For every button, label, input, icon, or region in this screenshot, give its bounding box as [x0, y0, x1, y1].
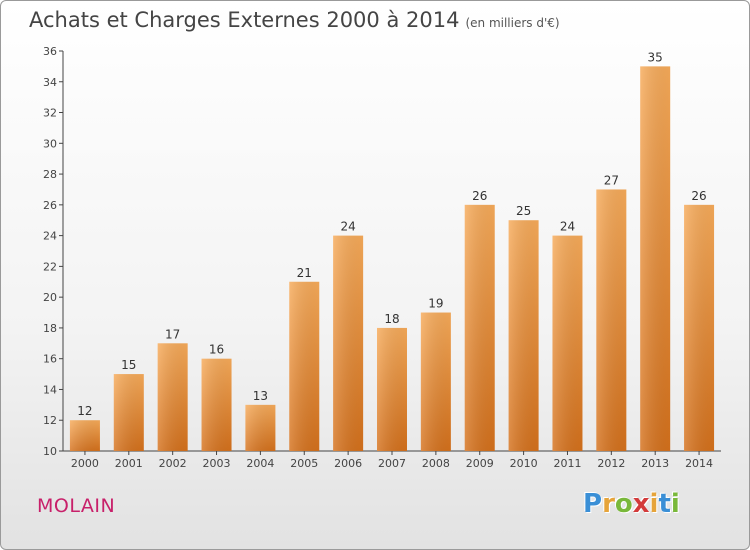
x-tick-label: 2012 [597, 457, 625, 470]
x-tick-label: 2008 [422, 457, 450, 470]
bar-value-label: 15 [121, 358, 136, 372]
x-tick-label: 2002 [159, 457, 187, 470]
y-tick-label: 12 [43, 414, 57, 427]
chart-title: Achats et Charges Externes 2000 à 2014 (e… [29, 8, 560, 32]
bar-value-label: 12 [77, 404, 92, 418]
bar-value-label: 19 [428, 297, 443, 311]
x-tick-label: 2010 [510, 457, 538, 470]
bar-shine [420, 312, 451, 451]
bar-value-label: 24 [340, 220, 355, 234]
y-tick-label: 34 [43, 76, 57, 89]
y-tick-label: 24 [43, 230, 57, 243]
bar-shine [289, 281, 320, 451]
bar-value-label: 16 [209, 343, 224, 357]
bar-shine [245, 404, 276, 451]
bar-shine [69, 420, 100, 451]
chart-subtitle: (en milliers d'€) [465, 16, 560, 30]
x-tick-label: 2014 [685, 457, 713, 470]
y-tick-label: 36 [43, 45, 57, 58]
bars: 12 15 17 16 13 21 24 18 19 26 25 24 27 35 26 [69, 50, 715, 451]
bar-value-label: 24 [560, 220, 575, 234]
chart-title-text: Achats et Charges Externes 2000 à 2014 [29, 8, 460, 32]
bar-value-label: 18 [384, 312, 399, 326]
bar-value-label: 17 [165, 327, 180, 341]
y-tick-label: 20 [43, 291, 57, 304]
x-tick-label: 2007 [378, 457, 406, 470]
y-tick-label: 16 [43, 353, 57, 366]
x-tick-label: 2011 [553, 457, 581, 470]
bar-shine [157, 343, 188, 451]
bar-value-label: 21 [297, 266, 312, 280]
x-tick-label: 2001 [115, 457, 143, 470]
axes: 10 12 14 16 18 20 22 24 26 28 30 32 34 36 2000 2001 2002… [43, 45, 721, 470]
bar-shine [640, 66, 671, 451]
y-tick-label: 10 [43, 445, 57, 458]
proxiti-logo: Proxiti [583, 489, 680, 519]
bar-shine [552, 235, 583, 451]
y-tick-label: 18 [43, 322, 57, 335]
bar-value-label: 27 [604, 173, 619, 187]
bar-value-label: 13 [253, 389, 268, 403]
town-name: MOLAIN [37, 495, 116, 517]
bar-shine [464, 204, 495, 451]
bar-shine [684, 204, 715, 451]
x-tick-label: 2006 [334, 457, 362, 470]
y-tick-label: 30 [43, 137, 57, 150]
bar-shine [596, 189, 627, 451]
bar-value-label: 25 [516, 204, 531, 218]
y-tick-label: 28 [43, 168, 57, 181]
y-tick-label: 14 [43, 383, 57, 396]
bar-value-label: 35 [648, 50, 663, 64]
y-tick-label: 32 [43, 107, 57, 120]
y-tick-label: 26 [43, 199, 57, 212]
bar-shine [508, 220, 539, 451]
x-tick-label: 2004 [246, 457, 274, 470]
x-tick-label: 2000 [71, 457, 99, 470]
x-tick-label: 2013 [641, 457, 669, 470]
bar-shine [201, 358, 232, 451]
y-tick-label: 22 [43, 260, 57, 273]
bar-shine [333, 235, 364, 451]
bar-value-label: 26 [472, 189, 487, 203]
x-tick-label: 2003 [203, 457, 231, 470]
x-tick-label: 2005 [290, 457, 318, 470]
bar-shine [113, 374, 144, 451]
bar-value-label: 26 [691, 189, 706, 203]
x-tick-label: 2009 [466, 457, 494, 470]
bar-shine [377, 327, 407, 451]
